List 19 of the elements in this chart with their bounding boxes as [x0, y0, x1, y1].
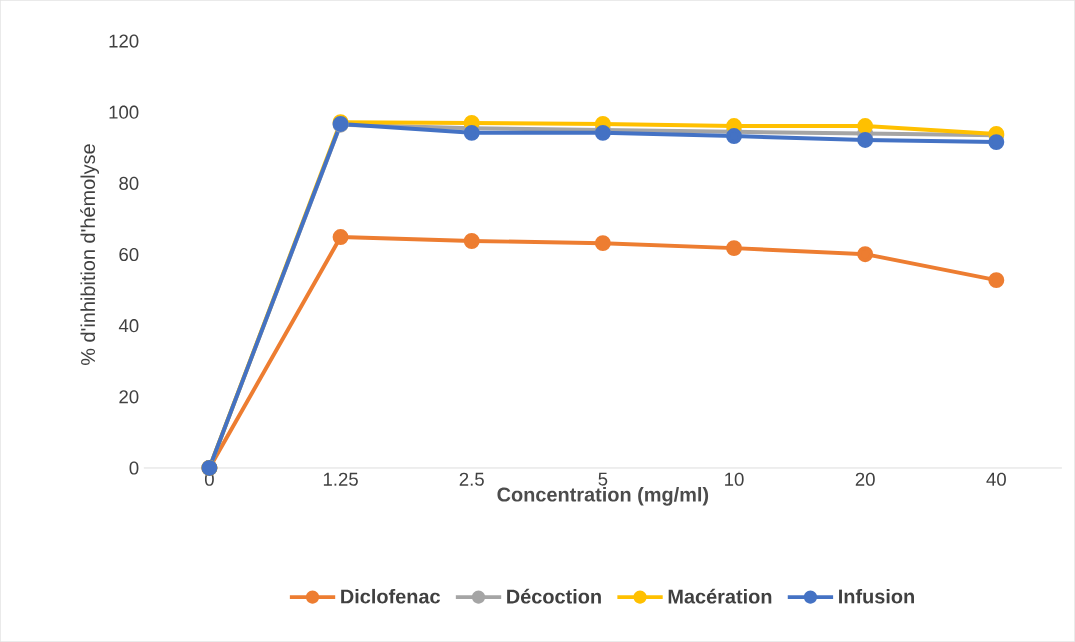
- y-tick-label: 20: [119, 390, 139, 404]
- y-tick-label: 40: [118, 319, 139, 333]
- x-tick-label: 40: [986, 472, 1006, 486]
- y-tick-label: 100: [109, 105, 139, 119]
- x-tick-label: 10: [725, 472, 744, 486]
- x-tick-label: 2.5: [459, 472, 484, 486]
- legend-label: Décoction: [507, 588, 601, 604]
- legend-label: Macération: [668, 588, 772, 604]
- x-tick-label: 1.25: [323, 472, 358, 486]
- x-axis-title: Concentration (mg/ml): [497, 486, 709, 506]
- y-tick-label: 0: [129, 461, 139, 475]
- y-tick-label: 120: [109, 34, 139, 48]
- legend-label: Diclofenac: [341, 588, 440, 604]
- y-tick-label: 80: [119, 176, 139, 190]
- y-tick-label: 60: [119, 247, 139, 262]
- legend-label: Infusion: [839, 588, 914, 604]
- x-tick-label: 20: [855, 472, 875, 486]
- x-tick-label: 5: [598, 472, 608, 486]
- y-axis-title: % d'inhibition d'hémolyse: [80, 144, 99, 365]
